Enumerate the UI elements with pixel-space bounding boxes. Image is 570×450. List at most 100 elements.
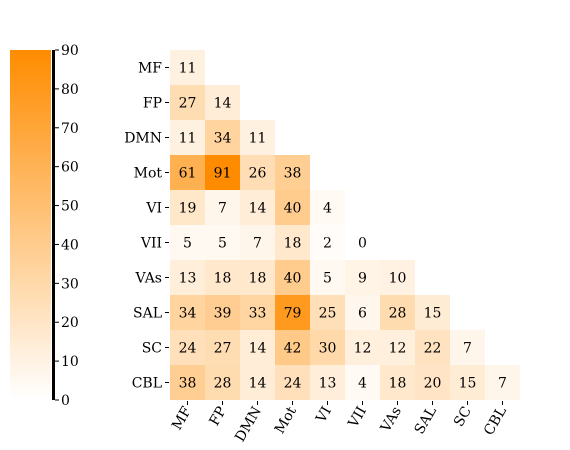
- colorbar-tick-label: 10: [61, 354, 79, 370]
- y-tick-label: VAs: [135, 271, 162, 287]
- heatmap-cell: [415, 365, 450, 400]
- x-tick-label: Mot: [272, 404, 300, 437]
- cell-value-label: 11: [179, 61, 197, 77]
- heatmap-cell: [240, 190, 275, 225]
- cell-value-label: 5: [218, 236, 227, 252]
- cell-value-label: 40: [284, 201, 302, 217]
- x-tick-label: FP: [207, 404, 230, 429]
- cell-value-label: 12: [389, 341, 407, 357]
- heatmap-cell: [275, 295, 310, 330]
- heatmap-cell: [310, 330, 345, 365]
- y-axis-labels: MF FP DMN Mot VI VII VAs SAL SC CBL: [124, 61, 169, 392]
- cell-value-label: 27: [179, 96, 197, 112]
- cell-value-label: 6: [358, 306, 367, 322]
- cell-value-label: 18: [389, 376, 407, 392]
- heatmap-cell: [310, 260, 345, 295]
- colorbar-tick-label: 80: [61, 82, 79, 98]
- cell-value-label: 4: [323, 201, 332, 217]
- cell-value-label: 14: [214, 96, 232, 112]
- heatmap-cell: [275, 225, 310, 260]
- y-tick-label: VI: [145, 201, 162, 217]
- cell-value-label: 28: [389, 306, 407, 322]
- y-tick-label: SAL: [133, 306, 162, 322]
- cell-value-label: 0: [358, 236, 367, 252]
- cell-value-label: 11: [249, 131, 267, 147]
- cell-value-label: 13: [319, 376, 337, 392]
- x-tick-label: SAL: [412, 404, 440, 437]
- heatmap-cell: [240, 155, 275, 190]
- heatmap-cell: [310, 365, 345, 400]
- colorbar-gradient: [10, 50, 51, 400]
- cell-value-label: 38: [179, 376, 197, 392]
- cell-value-label: 14: [249, 201, 267, 217]
- y-tick-label: DMN: [124, 131, 162, 147]
- cell-value-label: 7: [498, 376, 507, 392]
- heatmap-cell: [415, 330, 450, 365]
- cell-value-label: 7: [463, 341, 472, 357]
- cell-value-label: 18: [214, 271, 232, 287]
- colorbar-tick-label: 30: [61, 276, 79, 292]
- cell-value-label: 10: [389, 271, 407, 287]
- heatmap-cell: [205, 190, 240, 225]
- cell-value-label: 34: [214, 131, 232, 147]
- heatmap-cell: [170, 260, 205, 295]
- colorbar-tick-label: 40: [61, 237, 79, 253]
- heatmap-cell: [170, 295, 205, 330]
- cell-value-label: 15: [459, 376, 477, 392]
- colorbar: 0 10 20 30 40 50 60 70 80 90: [10, 43, 79, 409]
- cell-value-label: 30: [319, 341, 337, 357]
- heatmap-cell: [310, 190, 345, 225]
- heatmap-cell: [205, 295, 240, 330]
- heatmap-cell: [485, 365, 520, 400]
- heatmap-cell: [205, 225, 240, 260]
- cell-value-label: 28: [214, 376, 232, 392]
- x-tick-label: VI: [313, 404, 335, 426]
- x-tick-label: VII: [345, 404, 370, 431]
- y-tick-label: SC: [142, 341, 162, 357]
- colorbar-tick-label: 0: [61, 393, 70, 409]
- cell-value-label: 5: [183, 236, 192, 252]
- x-tick-label: MF: [169, 404, 195, 433]
- heatmap-cell: [170, 155, 205, 190]
- heatmap-cell: [240, 120, 275, 155]
- x-tick-label: VAs: [377, 404, 405, 436]
- heatmap-cell: [205, 85, 240, 120]
- y-tick-label: Mot: [134, 166, 163, 182]
- cell-value-label: 19: [179, 201, 197, 217]
- cell-value-label: 7: [218, 201, 227, 217]
- x-tick-label: CBL: [481, 404, 510, 438]
- heatmap-cell: [170, 190, 205, 225]
- colorbar-tick-label: 70: [61, 121, 79, 137]
- heatmap-cell: [240, 295, 275, 330]
- heatmap-cell: [450, 330, 485, 365]
- cell-value-label: 13: [179, 271, 197, 287]
- cell-value-label: 18: [284, 236, 302, 252]
- cell-value-label: 24: [284, 376, 302, 392]
- colorbar-tick-label: 20: [61, 315, 79, 331]
- colorbar-tick-label: 60: [61, 160, 79, 176]
- cell-value-label: 42: [284, 341, 302, 357]
- heatmap-cell: [380, 365, 415, 400]
- cell-value-label: 14: [249, 376, 267, 392]
- heatmap-cell: [205, 260, 240, 295]
- cell-value-label: 18: [249, 271, 267, 287]
- heatmap-cell: [240, 365, 275, 400]
- cell-value-label: 25: [319, 306, 337, 322]
- cell-value-label: 2: [323, 236, 332, 252]
- heatmap-cell: [275, 330, 310, 365]
- heatmap-cell: [345, 225, 380, 260]
- heatmap-cell: [170, 50, 205, 85]
- heatmap-cell: [170, 85, 205, 120]
- y-tick-label: CBL: [132, 376, 162, 392]
- heatmap-cell: [240, 330, 275, 365]
- cell-value-label: 5: [323, 271, 332, 287]
- heatmap-cell: [275, 365, 310, 400]
- heatmap-cell: [170, 330, 205, 365]
- cell-value-label: 11: [179, 131, 197, 147]
- heatmap-cell: [345, 260, 380, 295]
- x-tick-label: DMN: [232, 404, 265, 445]
- heatmap-cell: [380, 295, 415, 330]
- heatmap-cell: [310, 225, 345, 260]
- x-tick-label: SC: [451, 404, 475, 430]
